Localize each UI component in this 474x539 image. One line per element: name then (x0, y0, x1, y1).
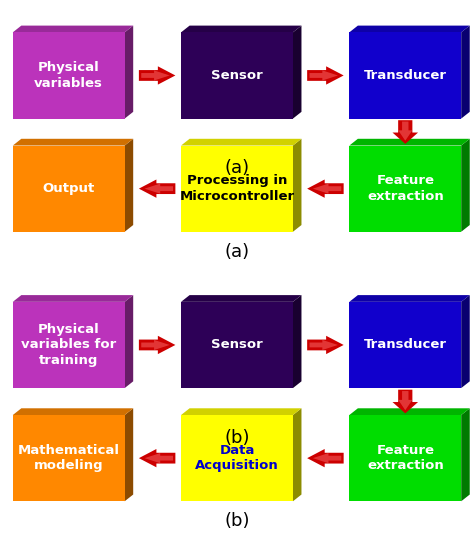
Text: Physical
variables: Physical variables (34, 61, 103, 89)
Text: Data
Acquisition: Data Acquisition (195, 444, 279, 472)
Polygon shape (181, 25, 301, 32)
Polygon shape (139, 449, 175, 467)
Text: (b): (b) (224, 429, 250, 447)
FancyBboxPatch shape (181, 302, 293, 388)
Polygon shape (349, 409, 470, 415)
Polygon shape (141, 340, 170, 350)
Polygon shape (307, 179, 344, 198)
Polygon shape (125, 295, 133, 388)
Polygon shape (461, 139, 470, 232)
Polygon shape (139, 66, 175, 85)
Text: Feature
extraction: Feature extraction (367, 175, 444, 203)
Text: Processing in
Microcontroller: Processing in Microcontroller (180, 175, 294, 203)
FancyBboxPatch shape (349, 32, 461, 119)
FancyBboxPatch shape (13, 146, 125, 232)
Polygon shape (139, 336, 175, 354)
Polygon shape (392, 120, 418, 144)
Polygon shape (398, 122, 412, 141)
Polygon shape (141, 71, 170, 80)
Polygon shape (310, 340, 338, 350)
Text: Transducer: Transducer (364, 338, 447, 351)
Polygon shape (392, 390, 418, 413)
FancyBboxPatch shape (349, 146, 461, 232)
Text: Mathematical
modeling: Mathematical modeling (18, 444, 120, 472)
Polygon shape (125, 409, 133, 501)
FancyBboxPatch shape (181, 32, 293, 119)
Polygon shape (13, 295, 133, 302)
Text: Feature
extraction: Feature extraction (367, 444, 444, 472)
Polygon shape (13, 409, 133, 415)
Text: Physical
variables for
training: Physical variables for training (21, 323, 116, 367)
Polygon shape (139, 179, 175, 198)
FancyBboxPatch shape (13, 32, 125, 119)
Text: (a): (a) (224, 160, 250, 177)
FancyBboxPatch shape (349, 302, 461, 388)
Polygon shape (293, 25, 301, 119)
Text: Sensor: Sensor (211, 69, 263, 82)
Polygon shape (125, 25, 133, 119)
Polygon shape (313, 184, 341, 194)
Polygon shape (307, 336, 344, 354)
Polygon shape (181, 409, 301, 415)
FancyBboxPatch shape (181, 415, 293, 501)
Polygon shape (349, 25, 470, 32)
Polygon shape (461, 295, 470, 388)
Polygon shape (307, 66, 344, 85)
Text: (a): (a) (224, 243, 250, 261)
Polygon shape (349, 295, 470, 302)
Polygon shape (293, 295, 301, 388)
Polygon shape (307, 449, 344, 467)
Polygon shape (461, 25, 470, 119)
Polygon shape (181, 295, 301, 302)
Polygon shape (293, 409, 301, 501)
FancyBboxPatch shape (13, 302, 125, 388)
Polygon shape (313, 453, 341, 463)
FancyBboxPatch shape (13, 415, 125, 501)
Polygon shape (145, 453, 173, 463)
FancyBboxPatch shape (181, 146, 293, 232)
Text: Sensor: Sensor (211, 338, 263, 351)
Polygon shape (13, 25, 133, 32)
FancyBboxPatch shape (349, 415, 461, 501)
Text: Transducer: Transducer (364, 69, 447, 82)
Polygon shape (13, 139, 133, 146)
Polygon shape (181, 139, 301, 146)
Polygon shape (310, 71, 338, 80)
Polygon shape (125, 139, 133, 232)
Text: Output: Output (43, 182, 95, 195)
Polygon shape (293, 139, 301, 232)
Text: (b): (b) (224, 513, 250, 530)
Polygon shape (398, 391, 412, 410)
Polygon shape (461, 409, 470, 501)
Polygon shape (349, 139, 470, 146)
Polygon shape (145, 184, 173, 194)
